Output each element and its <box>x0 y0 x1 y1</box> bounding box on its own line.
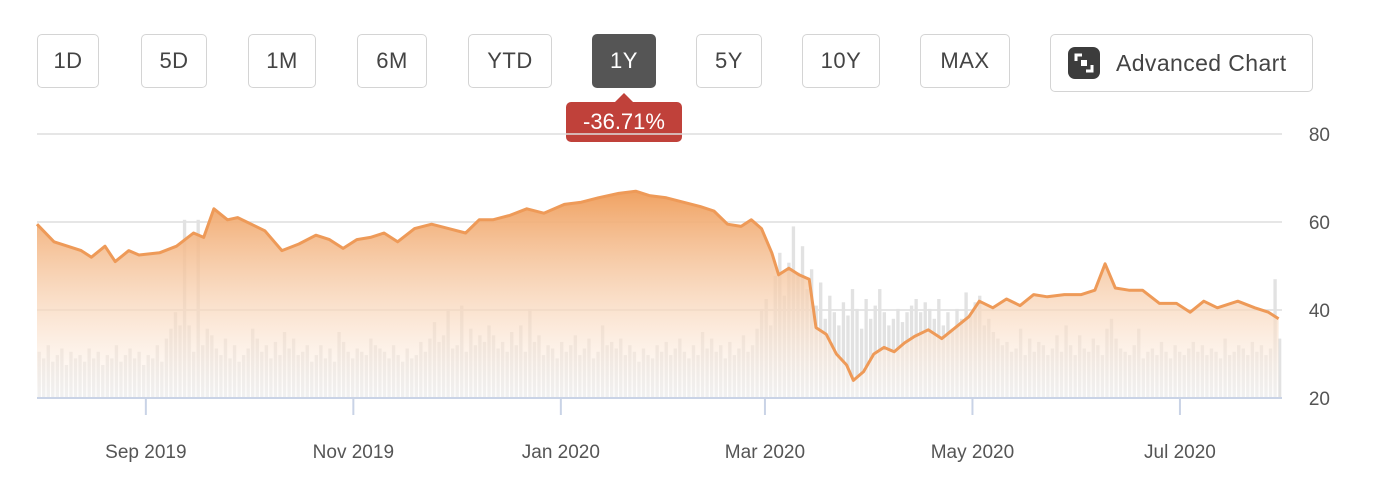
x-tick-label: Jan 2020 <box>522 442 600 463</box>
volume-bar <box>859 328 864 398</box>
volume-bar <box>850 289 855 398</box>
y-tick-label: 80 <box>1309 125 1330 146</box>
range-button-max[interactable]: MAX <box>920 34 1010 88</box>
y-tick-label: 60 <box>1309 213 1330 234</box>
volume-bar <box>841 302 846 398</box>
x-tick-label: Sep 2019 <box>105 442 186 463</box>
y-tick-label: 40 <box>1309 301 1330 322</box>
x-tick-label: Nov 2019 <box>313 442 394 463</box>
range-button-1d[interactable]: 1D <box>37 34 99 88</box>
advanced-chart-label: Advanced Chart <box>1116 49 1287 76</box>
range-button-1y[interactable]: 1Y <box>592 34 656 88</box>
volume-bar <box>878 289 882 398</box>
volume-bar <box>855 308 859 398</box>
volume-bar <box>864 299 868 398</box>
range-button-5y[interactable]: 5Y <box>696 34 762 88</box>
x-tick-label: Jul 2020 <box>1144 442 1216 463</box>
range-button-ytd[interactable]: YTD <box>468 34 552 88</box>
range-button-5d[interactable]: 5D <box>141 34 207 88</box>
expand-icon <box>1068 47 1100 79</box>
x-tick-label: Mar 2020 <box>725 442 805 463</box>
range-button-1m[interactable]: 1M <box>248 34 316 88</box>
volume-bar <box>846 315 850 398</box>
price-line <box>35 189 1280 382</box>
price-area <box>37 191 1279 398</box>
price-change-badge: -36.71% <box>566 93 682 142</box>
range-button-6m[interactable]: 6M <box>357 34 427 88</box>
y-tick-label: 20 <box>1309 389 1330 410</box>
x-tick-label: May 2020 <box>931 442 1014 463</box>
advanced-chart-button[interactable]: Advanced Chart <box>1050 34 1313 92</box>
range-button-10y[interactable]: 10Y <box>802 34 880 88</box>
volume-bar <box>1277 338 1282 398</box>
